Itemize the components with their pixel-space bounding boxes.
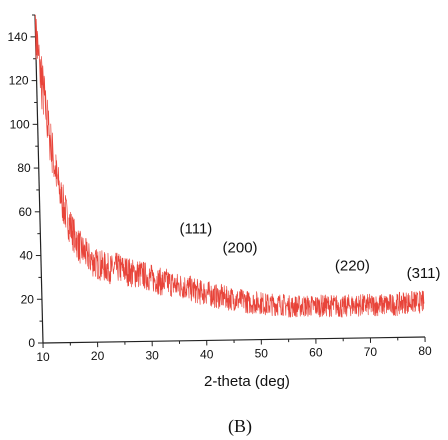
x-tick-label: 40: [200, 347, 214, 361]
peak-annotation: (311): [407, 265, 441, 282]
chart-annotations: (111) (200) (220) (311): [180, 220, 441, 282]
chart-axes: 10 20 30 40 50 60 70 80 0 20 40 60 80 100 120 140: [8, 14, 432, 364]
x-tick-label: 20: [91, 349, 105, 363]
y-tick-label: 140: [8, 30, 28, 44]
x-tick-label: 10: [36, 350, 50, 364]
x-axis-title: 2-theta (deg): [204, 373, 290, 390]
y-tick-label: 20: [21, 292, 35, 306]
y-tick-label: 0: [28, 336, 35, 350]
y-tick-label: 80: [17, 161, 31, 175]
chart-series: [34, 14, 425, 318]
panel-label: (B): [228, 416, 252, 437]
x-tick-label: 60: [309, 346, 323, 360]
x-tick-label: 70: [364, 345, 378, 359]
x-tick-label: 30: [145, 348, 159, 362]
x-tick-label: 50: [255, 347, 269, 361]
y-tick-label: 100: [10, 117, 30, 131]
y-axis-line: [34, 14, 44, 344]
peak-annotation: (111): [180, 220, 213, 237]
peak-annotation: (220): [335, 257, 370, 274]
x-tick-label: 80: [418, 344, 432, 358]
y-tick-label: 120: [9, 74, 29, 88]
y-tick-label: 40: [20, 249, 34, 263]
y-tick-label: 60: [18, 205, 32, 219]
series-line: [34, 14, 425, 318]
peak-annotation: (200): [223, 239, 258, 256]
